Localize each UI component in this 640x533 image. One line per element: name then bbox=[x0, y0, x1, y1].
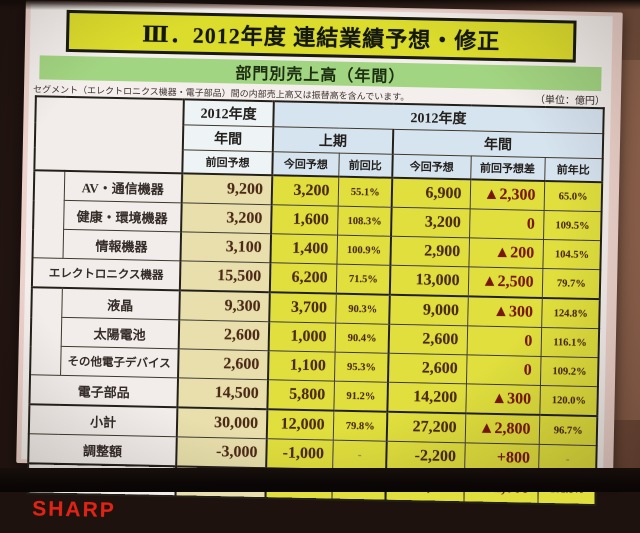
cell-fy: 2,900 bbox=[390, 236, 470, 267]
cell-h1: 1,600 bbox=[271, 204, 338, 236]
cell-fy: 6,900 bbox=[391, 177, 471, 209]
cell-diff: ▲300 bbox=[467, 296, 542, 328]
cell-h1: 1,000 bbox=[268, 321, 336, 353]
header-h1-vs-prev: 前回比 bbox=[338, 153, 393, 178]
cell-diff: ▲2,800 bbox=[464, 413, 540, 445]
cell-h1-ratio: 90.3% bbox=[335, 293, 390, 325]
cell-prev: 9,200 bbox=[181, 173, 273, 205]
cell-yoy: 109.5% bbox=[543, 210, 602, 241]
cell-diff: 0 bbox=[469, 208, 544, 240]
cell-diff: ▲200 bbox=[468, 237, 544, 269]
segment-label: 液晶 bbox=[61, 287, 180, 320]
segment-label: その他電子デバイス bbox=[60, 346, 179, 378]
cell-prev: 30,000 bbox=[176, 407, 268, 439]
cell-h1: 1,400 bbox=[270, 233, 338, 265]
cell-h1-ratio: 108.3% bbox=[337, 206, 392, 237]
header-fy-diff-prev: 前回予想差 bbox=[470, 155, 545, 181]
cell-prev: 3,100 bbox=[180, 231, 272, 263]
segment-label: 情報機器 bbox=[62, 229, 182, 261]
indent-cell bbox=[32, 170, 65, 259]
cell-h1-ratio: 79.8% bbox=[332, 410, 388, 442]
cell-h1-ratio: 91.2% bbox=[333, 381, 388, 412]
cell-fy: 2,600 bbox=[387, 353, 467, 384]
header-fy-left: 2012年度 bbox=[183, 99, 274, 127]
segment-label: 調整額 bbox=[28, 433, 177, 467]
cell-prev: 14,500 bbox=[177, 377, 269, 410]
slide-title: Ⅲ．2012年度 連結業績予想・修正 bbox=[65, 9, 577, 63]
cell-prev: 9,300 bbox=[179, 290, 270, 322]
cell-h1-ratio: 100.9% bbox=[336, 235, 392, 266]
cell-h1: -1,000 bbox=[266, 438, 333, 470]
header-fy-yoy: 前年比 bbox=[544, 157, 603, 183]
cell-h1: 6,200 bbox=[269, 262, 337, 294]
cell-yoy: 120.0% bbox=[539, 385, 598, 417]
cell-yoy: 104.5% bbox=[542, 239, 601, 270]
cell-prev: 15,500 bbox=[179, 260, 271, 293]
cell-diff: ▲300 bbox=[465, 383, 540, 415]
segment-label: 健康・環境機器 bbox=[63, 200, 182, 232]
cell-h1-ratio: - bbox=[332, 440, 387, 471]
cell-yoy: 96.7% bbox=[538, 414, 598, 446]
cell-h1-ratio: 55.1% bbox=[337, 176, 393, 208]
header-fy-current: 今回予想 bbox=[392, 154, 471, 180]
header-h1-current: 今回予想 bbox=[272, 151, 339, 177]
header-annual-left: 年間 bbox=[182, 124, 274, 152]
cell-fy: 27,200 bbox=[386, 411, 466, 443]
label-header-blank bbox=[34, 96, 184, 174]
cell-prev: -3,000 bbox=[176, 436, 267, 469]
cell-diff: ▲2,500 bbox=[467, 266, 543, 298]
cell-h1-ratio: 71.5% bbox=[335, 264, 391, 295]
cell-h1: 3,200 bbox=[271, 175, 339, 207]
cell-h1-ratio: 95.3% bbox=[333, 352, 389, 383]
cell-h1-ratio: 90.4% bbox=[334, 323, 390, 354]
cell-h1: 5,800 bbox=[267, 379, 334, 411]
cell-fy: 13,000 bbox=[389, 265, 469, 297]
unit-label: （単位：億円） bbox=[534, 94, 606, 108]
cell-h1: 1,100 bbox=[268, 350, 335, 382]
cell-prev: 2,600 bbox=[178, 348, 269, 380]
segment-sales-table: 2012年度 2012年度 年間 上期 年間 前回予想 今回予想 前回比 今回予… bbox=[26, 95, 605, 507]
photo-top-dark-band bbox=[0, 0, 640, 10]
cell-fy: 14,200 bbox=[387, 382, 466, 414]
cell-fy: 9,000 bbox=[389, 294, 468, 326]
cell-h1: 3,700 bbox=[269, 292, 336, 324]
cell-fy: 2,600 bbox=[388, 324, 468, 355]
cell-yoy: 65.0% bbox=[543, 180, 603, 212]
cell-diff: 0 bbox=[465, 354, 541, 386]
segment-label: 小計 bbox=[28, 404, 178, 437]
cell-fy: 3,200 bbox=[391, 207, 470, 238]
cell-yoy: 79.7% bbox=[541, 268, 601, 300]
cell-prev: 3,200 bbox=[181, 202, 272, 234]
presentation-slide: Ⅲ．2012年度 連結業績予想・修正 部門別売上高（年間） セグメント（エレクト… bbox=[21, 4, 613, 522]
header-h1: 上期 bbox=[272, 126, 394, 155]
segment-label: 太陽電池 bbox=[60, 317, 180, 349]
segment-label: エレクトロニクス機器 bbox=[31, 257, 181, 291]
cell-h1: 12,000 bbox=[266, 409, 334, 441]
cell-yoy: 109.2% bbox=[539, 356, 599, 387]
cell-yoy: 124.8% bbox=[541, 297, 600, 329]
cell-prev: 2,600 bbox=[178, 319, 270, 351]
cell-yoy: 116.1% bbox=[540, 327, 600, 358]
segment-label: AV・通信機器 bbox=[63, 170, 183, 203]
photo-bottom-dark-band bbox=[0, 468, 640, 492]
indent-cell bbox=[30, 287, 62, 376]
segment-label: 電子部品 bbox=[29, 374, 179, 408]
header-prev-forecast: 前回予想 bbox=[182, 149, 273, 176]
cell-diff: ▲2,300 bbox=[469, 179, 545, 211]
cell-diff: 0 bbox=[466, 325, 542, 357]
